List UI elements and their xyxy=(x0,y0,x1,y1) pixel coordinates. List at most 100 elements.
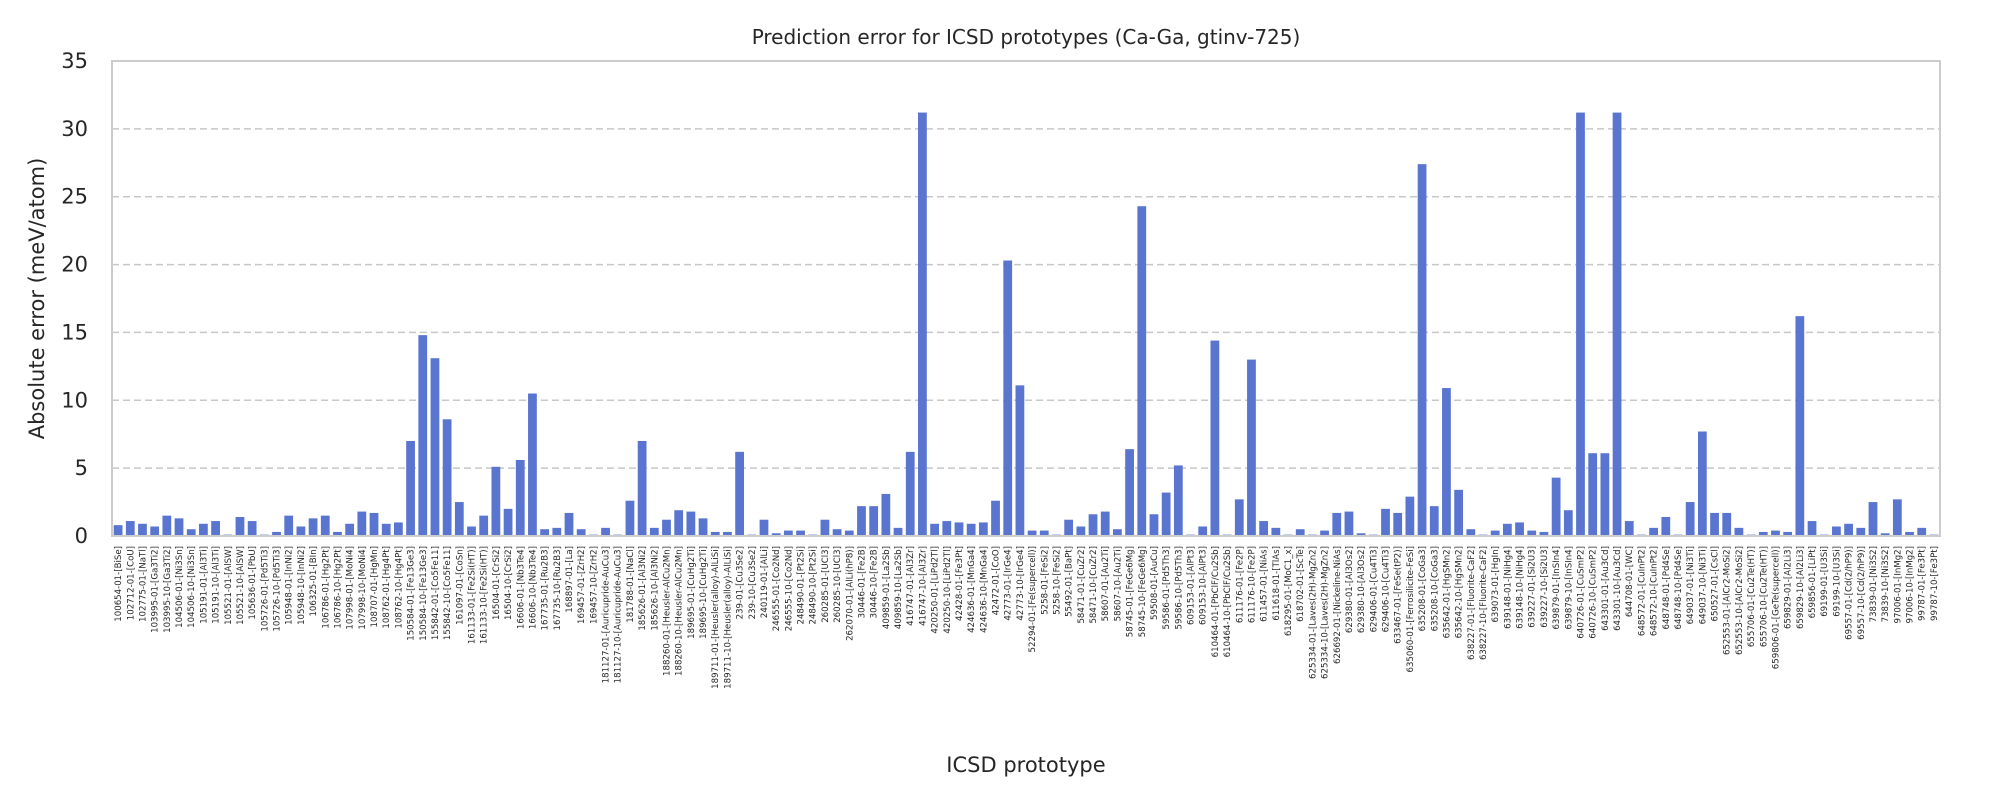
x-tick-label: 97006-10-[InMg2] xyxy=(1906,546,1916,624)
bar xyxy=(1624,521,1634,536)
x-tick-label: 150584-01-[Fe13Ge3] xyxy=(407,546,417,641)
bar xyxy=(832,529,842,536)
bar xyxy=(418,335,428,536)
x-tick-label: 105191-10-[Al3Ti] xyxy=(212,546,222,624)
x-tick-label: 625334-01-[Laves(2H)-MgZn2] xyxy=(1308,546,1318,679)
x-tick-label: 106786-10-[Hg2Pt] xyxy=(333,546,343,629)
x-tick-label: 189695-01-[CuHg2Ti] xyxy=(687,546,697,639)
x-tick-label: 103995-10-[Ga3Ti2] xyxy=(163,546,173,633)
x-tick-label: 104506-10-[Ni3Sn] xyxy=(187,546,197,628)
y-tick-label: 30 xyxy=(61,117,88,141)
x-tick-label: 105191-01-[Al3Ti] xyxy=(199,546,209,624)
bar xyxy=(211,521,220,536)
x-tick-label: 69199-01-[U3Si] xyxy=(1820,546,1830,617)
x-tick-label: 150584-10-[Fe13Ge3] xyxy=(419,546,429,641)
bar xyxy=(1405,496,1415,536)
bar xyxy=(1783,531,1793,536)
x-tick-label: 625334-10-[Laves(2H)-MgZn2] xyxy=(1321,546,1331,679)
bar xyxy=(1490,530,1500,536)
bar xyxy=(930,523,939,536)
x-tick-label: 189711-10-[Heusler(alloy)-AlLiSi] xyxy=(723,546,733,689)
x-tick-label: 106786-01-[Hg2Pt] xyxy=(321,546,331,629)
bar xyxy=(881,493,891,536)
x-tick-label: 99787-10-[Fe3Pt] xyxy=(1930,546,1940,621)
x-tick-label: 167735-10-[Ru2B3] xyxy=(553,546,563,631)
bar xyxy=(1161,492,1171,536)
x-tick-label: 409859-01-[La2Sb] xyxy=(882,546,892,629)
bar xyxy=(1356,533,1366,536)
bar xyxy=(393,522,403,536)
x-tick-label: 59586-01-[Pd5Th3] xyxy=(1162,546,1172,629)
x-tick-label: 635642-10-[HgSMn2] xyxy=(1455,546,1465,638)
x-tick-label: 97006-01-[InMg2] xyxy=(1893,546,1903,624)
bar xyxy=(1247,359,1256,536)
gridlines xyxy=(112,128,1940,469)
bar xyxy=(759,519,769,536)
x-tick-label: 103995-01-[Ga3Ti2] xyxy=(151,546,161,633)
bar xyxy=(1539,531,1549,536)
bar xyxy=(686,511,696,536)
x-tick-label: 638227-01-[Fluorite-CaF2] xyxy=(1467,546,1477,660)
bar xyxy=(698,518,708,536)
bar xyxy=(1113,529,1122,536)
bar xyxy=(674,510,684,536)
x-tick-label: 161097-01-[CoSn] xyxy=(455,546,465,625)
x-tick-label: 659856-01-[LiPt] xyxy=(1808,546,1818,618)
x-tick-label: 246555-01-[Co2Nd] xyxy=(772,546,782,631)
x-tick-label: 260285-10-[UCl3] xyxy=(833,546,843,623)
bar xyxy=(918,112,927,537)
bar xyxy=(1758,531,1768,536)
x-tick-label: 73839-01-[Ni3S2] xyxy=(1869,546,1879,622)
x-tick-label: 105726-10-[Pd5Ti3] xyxy=(273,546,283,632)
x-tick-label: 185626-01-[Al3Ni2] xyxy=(638,546,648,631)
bar xyxy=(1137,206,1147,536)
plot-frame xyxy=(111,60,1941,537)
x-tick-label: 424636-01-[MnGa4] xyxy=(967,546,977,633)
x-tick-label: 611457-01-[NiAs] xyxy=(1260,546,1270,622)
bar xyxy=(857,506,866,536)
x-tick-label: 611176-01-[Fe2P] xyxy=(1235,546,1245,623)
bar xyxy=(186,529,196,536)
y-tick-label: 5 xyxy=(75,456,88,480)
bar xyxy=(125,521,135,536)
chart-title: Prediction error for ICSD prototypes (Ca… xyxy=(752,25,1301,49)
bar xyxy=(247,521,257,536)
x-tick-label: 610464-10-[PbClF/Cu2Sb] xyxy=(1223,546,1233,657)
x-tick-label: 640726-01-[CuSmP2] xyxy=(1576,546,1586,639)
x-tick-label: 167735-01-[Ru2B3] xyxy=(541,546,551,631)
x-tick-label: 169457-01-[ZrH2] xyxy=(577,546,587,624)
x-tick-label: 108762-01-[Hg4Pt] xyxy=(382,546,392,629)
bar xyxy=(296,526,306,536)
bar xyxy=(1844,523,1853,536)
x-tick-label: 618295-01-[MoC1_x] xyxy=(1284,546,1294,636)
bar xyxy=(1393,512,1403,536)
x-tick-label: 629406-01-[Cu4Ti3] xyxy=(1369,546,1379,632)
x-tick-label: 58607-10-[Au2Ti] xyxy=(1113,546,1123,621)
x-tick-label: 168897-01-[La] xyxy=(565,546,575,613)
x-tick-label: 155842-10-[Co5Fe11] xyxy=(443,546,453,640)
x-tick-label: 643301-10-[Au3Cd] xyxy=(1613,546,1623,631)
bar xyxy=(625,500,635,536)
x-tick-label: 416747-10-[Al3Zr] xyxy=(918,546,928,626)
x-tick-label: 106325-01-[BIn] xyxy=(309,546,319,617)
bar xyxy=(199,523,208,536)
x-tick-label: 59508-01-[AuCu] xyxy=(1150,546,1160,620)
x-tick-label: 652553-10-[AlCr2-MoSi2] xyxy=(1735,546,1745,655)
bar xyxy=(1905,531,1914,536)
y-axis-label: Absolute error (meV/atom) xyxy=(25,158,49,440)
bar xyxy=(869,506,879,536)
bar xyxy=(1832,526,1841,536)
x-tick-label: 181127-10-[Auricupride-AuCu3] xyxy=(614,546,624,683)
x-tick-label: 260285-01-[UCl3] xyxy=(821,546,831,623)
bar xyxy=(1551,477,1561,536)
bars xyxy=(113,112,1939,537)
bar xyxy=(528,393,537,536)
bar xyxy=(1649,527,1659,536)
x-tick-label: 161133-01-[Fe2Si(HT)] xyxy=(468,546,478,644)
x-tick-label: 42773-01-[IrGe4] xyxy=(1004,546,1014,621)
bar xyxy=(735,451,745,536)
bar xyxy=(308,518,318,536)
bar xyxy=(1515,522,1524,536)
x-tick-label: 102775-01-[NaTl] xyxy=(138,546,148,622)
bar xyxy=(783,530,793,536)
